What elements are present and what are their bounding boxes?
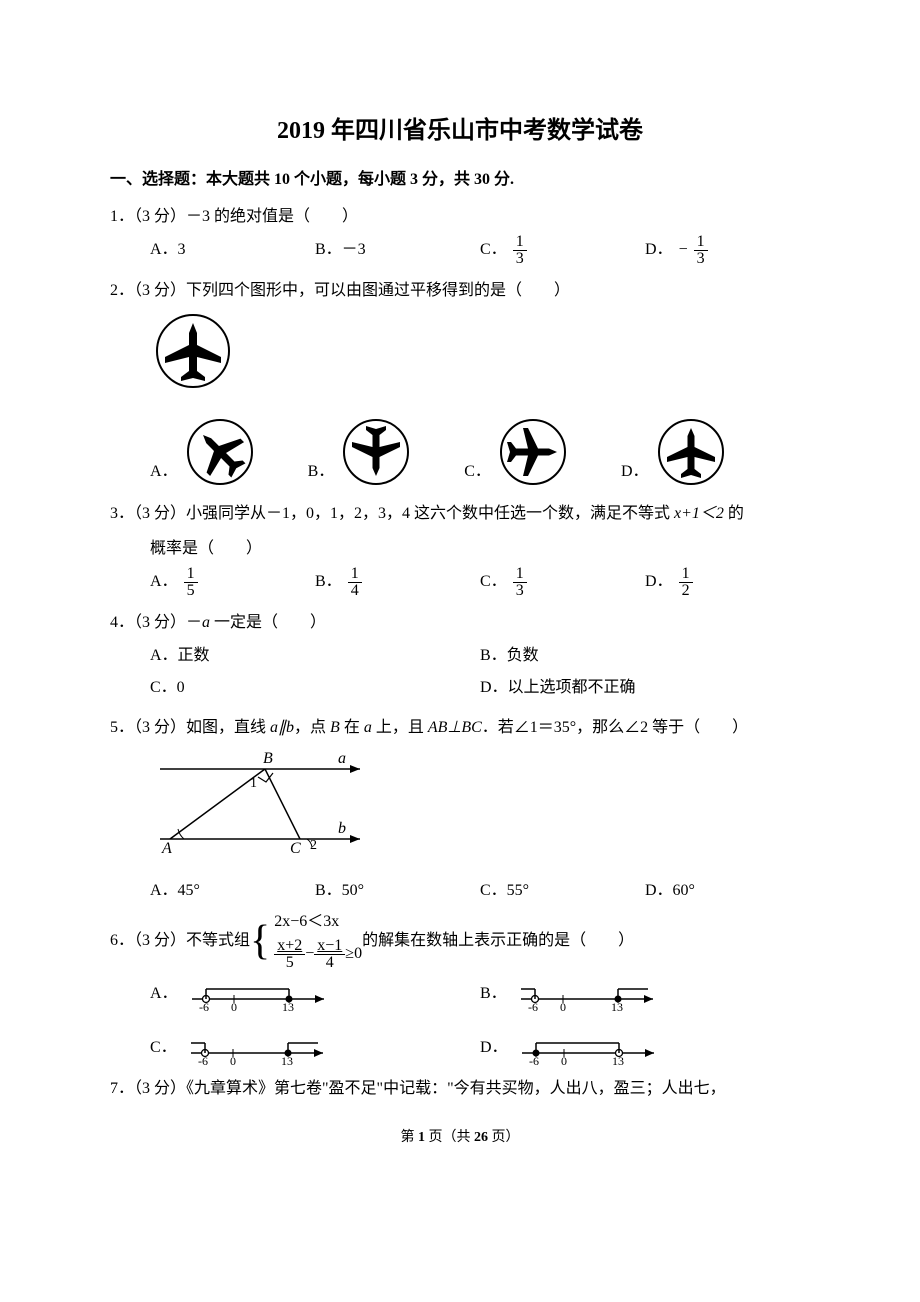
q4-text: 4．（3 分）－a 一定是（ ） (110, 605, 810, 640)
q1-opt-c: C． 1 3 (480, 234, 645, 267)
question-1: 1．（3 分）－3 的绝对值是（ ） A．3 B．－3 C． 1 3 D． − … (110, 199, 810, 267)
q3-opt-a: A． 1 5 (150, 566, 315, 599)
q3-text-2: 概率是（ ） (150, 531, 810, 566)
svg-text:0: 0 (230, 1054, 236, 1065)
q2-opt-b: B． (308, 414, 415, 490)
label-angle-1: 1 (250, 776, 257, 791)
q6-opt-a: A． -6 0 13 (150, 971, 480, 1011)
question-2: 2．（3 分）下列四个图形中，可以由图通过平移得到的是（ ） A． (110, 273, 810, 489)
label-B: B (263, 750, 273, 767)
q7-text: 7．（3 分）《九章算术》第七卷"盈不足"中记载："今有共买物，人出八，盈三；人… (110, 1071, 810, 1106)
section-header: 一、选择题：本大题共 10 个小题，每小题 3 分，共 30 分. (110, 165, 810, 189)
q5-opt-a: A．45° (150, 877, 315, 906)
exam-title: 2019 年四川省乐山市中考数学试卷 (110, 110, 810, 145)
airplane-icon (495, 414, 571, 490)
label-A: A (161, 840, 172, 857)
fraction-xm1-4: x−1 4 (314, 938, 345, 971)
fraction-one-third: 1 3 (513, 234, 527, 267)
svg-text:0: 0 (561, 1054, 567, 1065)
fraction-one-fifth: 1 5 (184, 566, 198, 599)
q5-opt-b: B．50° (315, 877, 480, 906)
fraction-one-third: 1 3 (513, 566, 527, 599)
svg-text:0: 0 (560, 1000, 566, 1011)
q5-geometry-figure: B a A C b 1 2 (150, 749, 370, 859)
q4-opt-b: B．负数 (480, 640, 810, 672)
label-C: C (290, 840, 301, 857)
q3-text: 3．（3 分）小强同学从－1，0，1，2，3，4 这六个数中任选一个数，满足不等… (110, 496, 810, 531)
q1-text: 1．（3 分）－3 的绝对值是（ ） (110, 199, 810, 234)
q3-opt-d: D． 1 2 (645, 566, 810, 599)
numberline-d: -6 0 13 (514, 1025, 664, 1065)
airplane-icon (653, 414, 729, 490)
q2-opt-d: D． (621, 414, 729, 490)
fraction-one-half: 1 2 (679, 566, 693, 599)
q4-opt-c: C．0 (150, 672, 480, 704)
q5-opt-d: D．60° (645, 877, 810, 906)
numberline-b: -6 0 13 (513, 971, 663, 1011)
q2-opt-a: A． (150, 414, 258, 490)
q5-text: 5．（3 分）如图，直线 a∥b，点 B 在 a 上，且 AB⊥BC．若∠1＝3… (110, 710, 810, 745)
fraction-neg-one-third: 1 3 (694, 234, 708, 267)
question-6: 6．（3 分）不等式组 { 2x−6＜3x x+2 5 − x−1 4 (110, 911, 810, 1064)
q2-text: 2．（3 分）下列四个图形中，可以由图通过平移得到的是（ ） (110, 273, 810, 308)
brace-icon: { (250, 920, 270, 962)
airplane-icon (338, 414, 414, 490)
question-4: 4．（3 分）－a 一定是（ ） A．正数 B．负数 C．0 D．以上选项都不正… (110, 605, 810, 704)
q6-opt-d: D． -6 0 13 (480, 1025, 810, 1065)
q6-opt-b: B． -6 0 13 (480, 971, 810, 1011)
label-a: a (338, 750, 346, 767)
question-5: 5．（3 分）如图，直线 a∥b，点 B 在 a 上，且 AB⊥BC．若∠1＝3… (110, 710, 810, 905)
fraction-xp2-5: x+2 5 (274, 938, 305, 971)
q4-opt-d: D．以上选项都不正确 (480, 672, 810, 704)
question-3: 3．（3 分）小强同学从－1，0，1，2，3，4 这六个数中任选一个数，满足不等… (110, 496, 810, 599)
q5-opt-c: C．55° (480, 877, 645, 906)
q3-opt-c: C． 1 3 (480, 566, 645, 599)
label-b: b (338, 820, 346, 837)
fraction-one-fourth: 1 4 (348, 566, 362, 599)
question-7: 7．（3 分）《九章算术》第七卷"盈不足"中记载："今有共买物，人出八，盈三；人… (110, 1071, 810, 1106)
label-angle-2: 2 (310, 838, 317, 853)
airplane-stem-icon (150, 308, 236, 394)
q1-opt-a: A．3 (150, 236, 315, 265)
numberline-a: -6 0 13 (184, 971, 334, 1011)
numberline-c: -6 0 13 (183, 1025, 333, 1065)
q6-opt-c: C． -6 0 13 (150, 1025, 480, 1065)
svg-text:0: 0 (231, 1000, 237, 1011)
inequality-system: { 2x−6＜3x x+2 5 − x−1 4 ≥0 (250, 911, 362, 970)
q6-text: 6．（3 分）不等式组 { 2x−6＜3x x+2 5 − x−1 4 (110, 911, 810, 970)
q3-opt-b: B． 1 4 (315, 566, 480, 599)
airplane-icon (182, 414, 258, 490)
q2-opt-c: C． (464, 414, 571, 490)
q4-opt-a: A．正数 (150, 640, 480, 672)
q1-opt-b: B．－3 (315, 236, 480, 265)
page-footer: 第 1 页（共 26 页） (110, 1126, 810, 1146)
q1-opt-d: D． − 1 3 (645, 234, 810, 267)
